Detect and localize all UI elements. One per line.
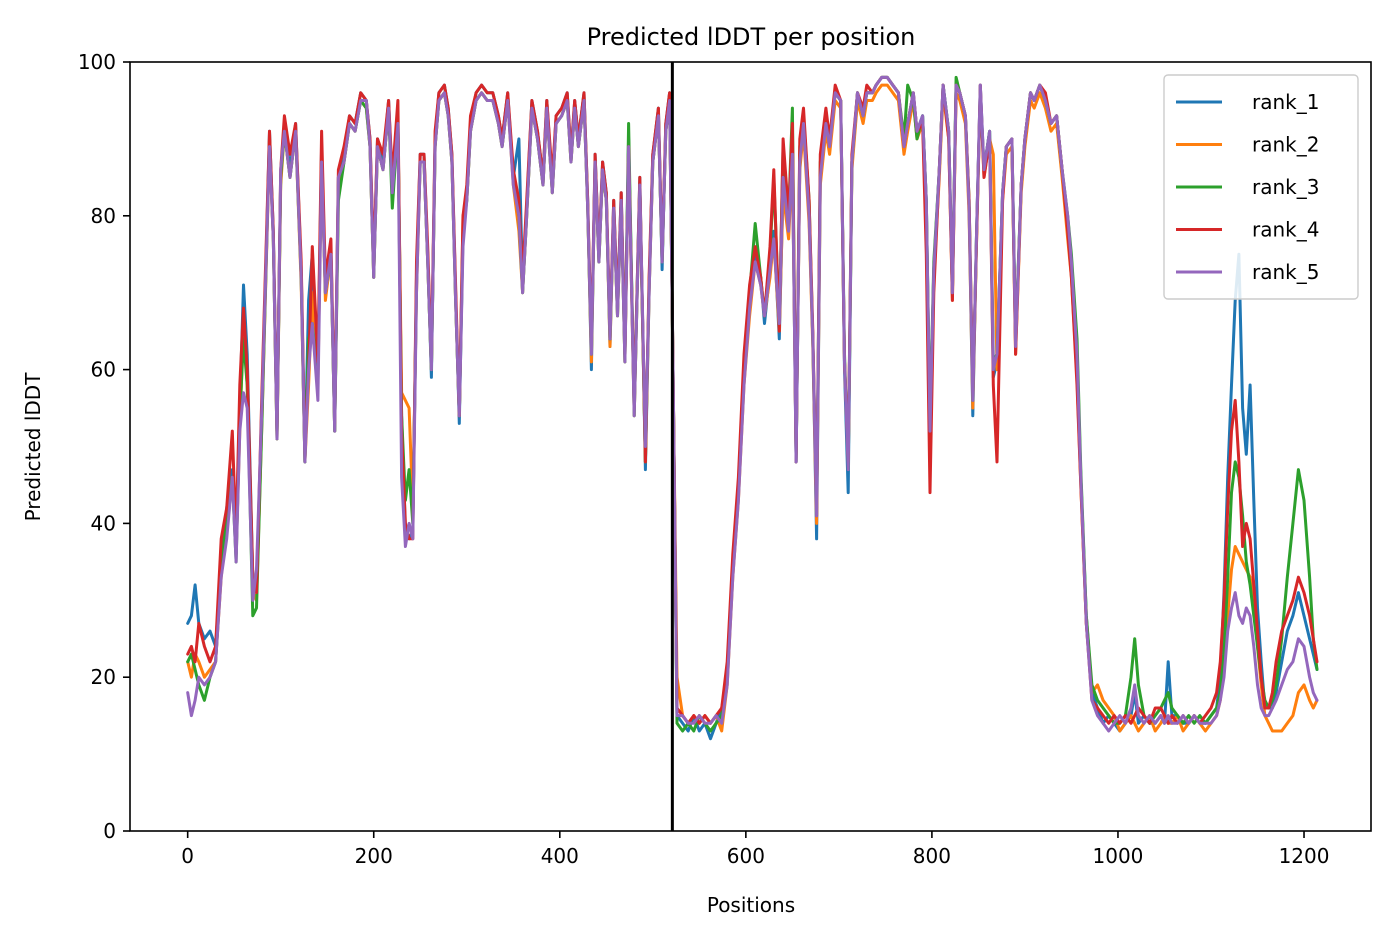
legend-label: rank_3 bbox=[1252, 175, 1319, 199]
legend-label: rank_5 bbox=[1252, 260, 1319, 284]
legend-label: rank_4 bbox=[1252, 218, 1319, 242]
y-tick-label: 20 bbox=[91, 665, 116, 689]
series-line-rank-5 bbox=[186, 75, 1319, 733]
y-tick-label: 100 bbox=[78, 50, 116, 74]
x-tick-label: 200 bbox=[355, 844, 393, 868]
legend-box bbox=[1163, 74, 1359, 300]
x-tick-label: 0 bbox=[181, 844, 194, 868]
x-tick-label: 1200 bbox=[1279, 844, 1330, 868]
plot-series bbox=[186, 75, 1319, 741]
x-tick-label: 600 bbox=[727, 844, 765, 868]
y-tick-label: 0 bbox=[103, 819, 116, 843]
y-axis: 0 20 40 60 80 100 bbox=[78, 50, 130, 843]
x-axis: 0 200 400 600 800 1000 1200 bbox=[181, 831, 1329, 868]
legend-label: rank_1 bbox=[1252, 90, 1319, 114]
y-tick-label: 40 bbox=[91, 511, 116, 535]
y-axis-title: Predicted lDDT bbox=[21, 372, 45, 522]
y-tick-label: 60 bbox=[91, 358, 116, 382]
plot-frame bbox=[129, 61, 1372, 832]
legend-label: rank_2 bbox=[1252, 133, 1319, 157]
x-tick-label: 400 bbox=[541, 844, 579, 868]
x-axis-title: Positions bbox=[707, 893, 795, 917]
chart-title: Predicted lDDT per position bbox=[587, 23, 916, 51]
legend: rank_1 rank_2 rank_3 rank_4 rank_5 bbox=[1163, 74, 1359, 300]
x-tick-label: 1000 bbox=[1093, 844, 1144, 868]
y-tick-label: 80 bbox=[91, 204, 116, 228]
x-tick-label: 800 bbox=[913, 844, 951, 868]
